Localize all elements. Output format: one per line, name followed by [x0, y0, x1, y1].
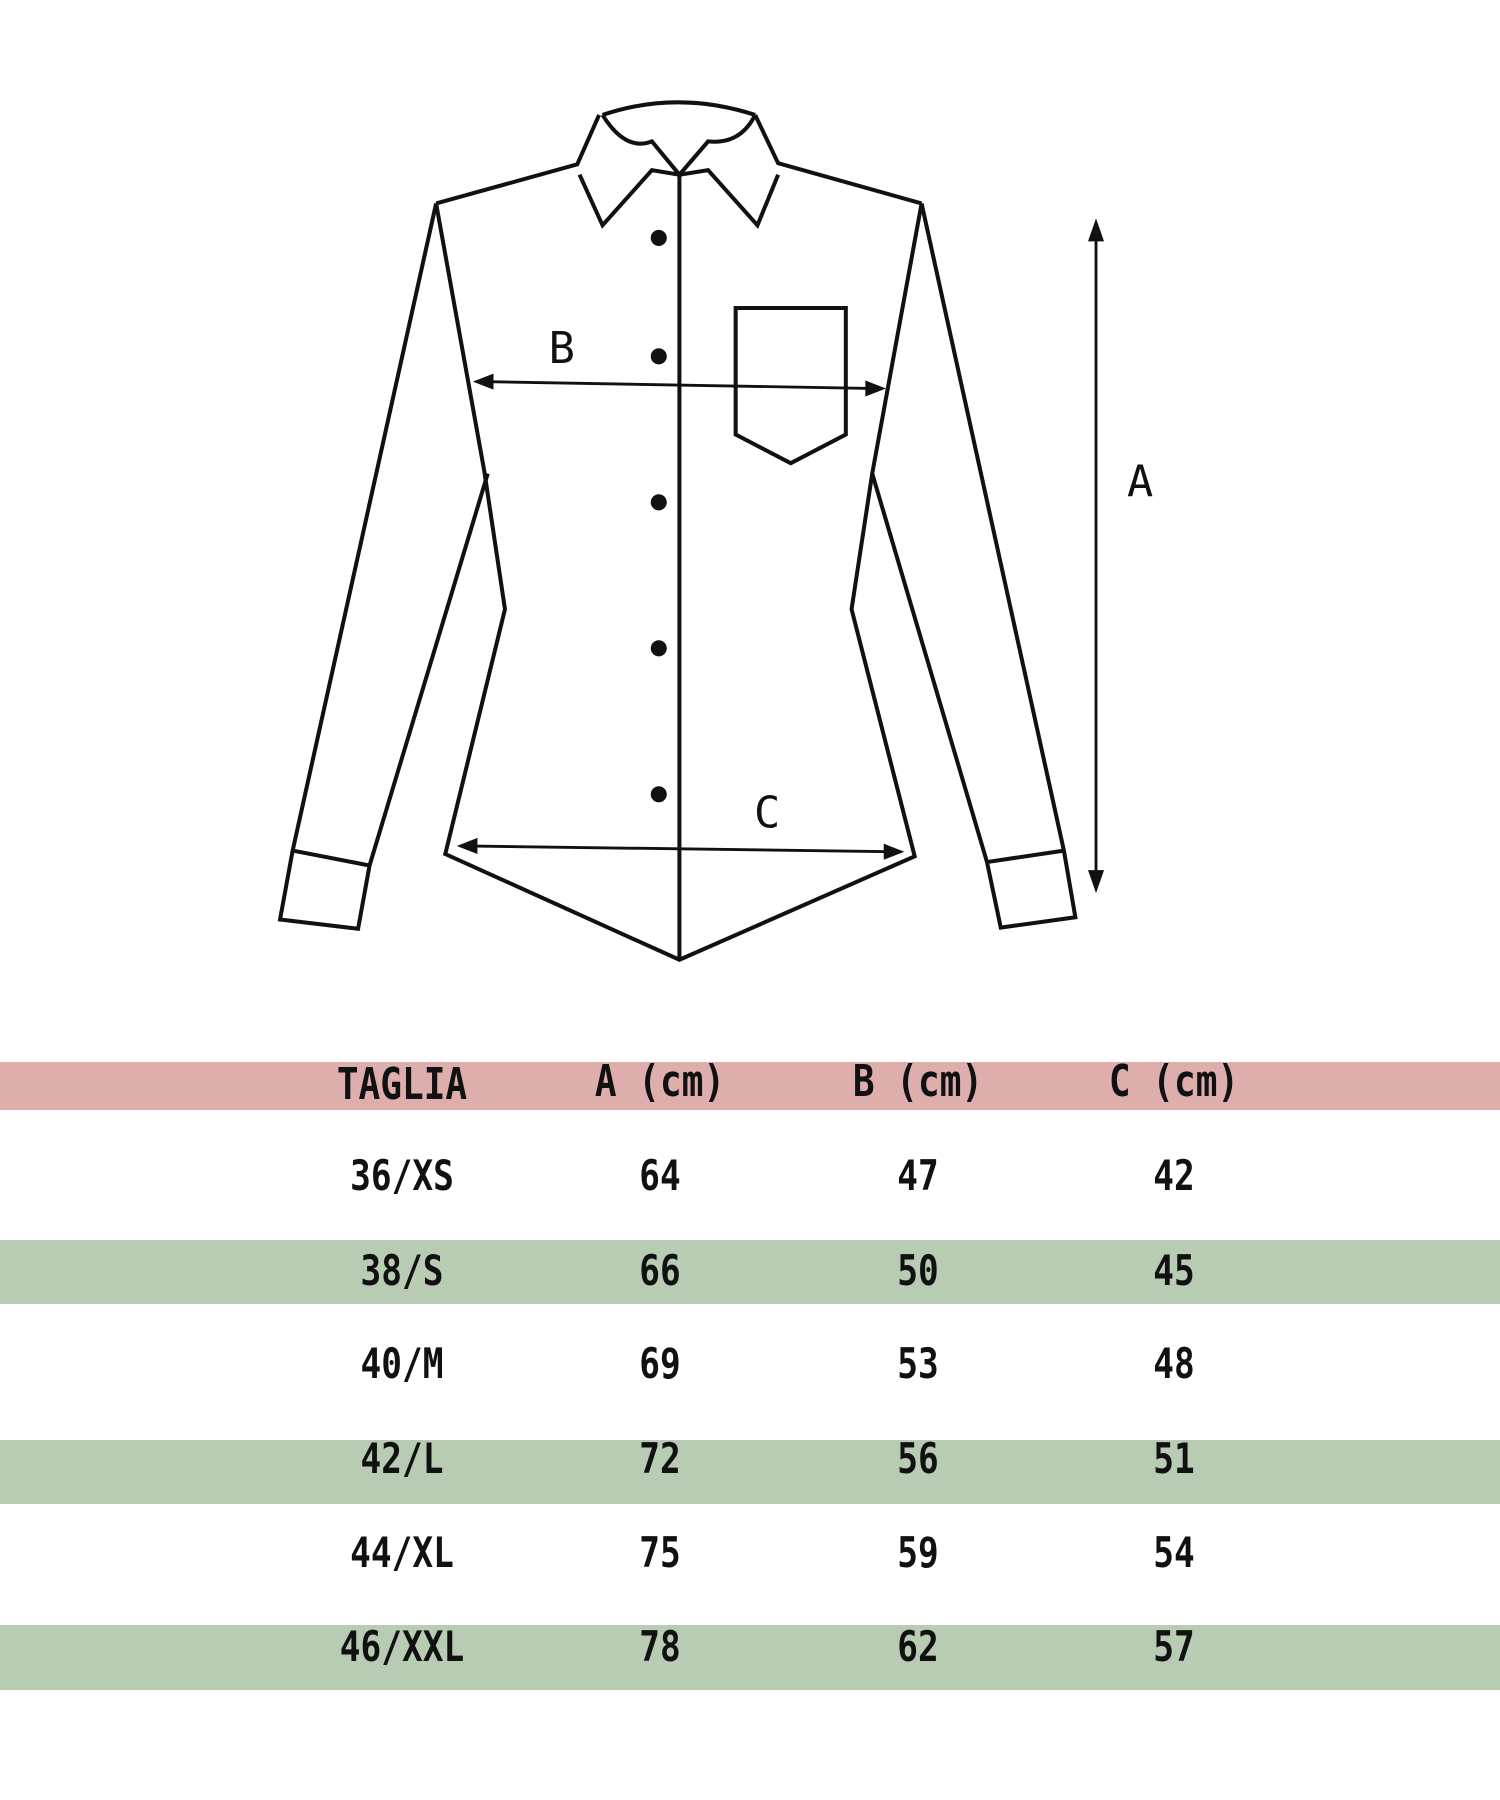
value-a: 75 [639, 1528, 681, 1577]
value-c: 51 [1153, 1434, 1195, 1483]
measure-b-arrow [481, 380, 877, 390]
label-a: A [1127, 457, 1153, 508]
value-c: 45 [1153, 1246, 1195, 1295]
shirt-left-sleeve [277, 203, 490, 931]
button [650, 640, 667, 657]
shirt-diagram: B C A [277, 100, 1153, 962]
value-b: 50 [897, 1246, 939, 1295]
right-cuff-line [986, 848, 1065, 865]
value-a: 78 [639, 1622, 681, 1671]
measure-c-arrow [465, 844, 896, 854]
arrowhead [1087, 870, 1105, 894]
size: 42/L [360, 1434, 444, 1483]
value-c: 48 [1153, 1339, 1195, 1388]
size: 40/M [360, 1339, 444, 1388]
row-band [0, 1625, 1500, 1690]
header-c: C (cm) [1108, 1056, 1240, 1107]
shirt-right-sleeve [870, 203, 1078, 930]
value-b: 56 [897, 1434, 939, 1483]
arrowhead [883, 843, 905, 860]
header-band [0, 1062, 1500, 1110]
header-taglia: TAGLIA [336, 1059, 468, 1110]
value-a: 72 [639, 1434, 681, 1483]
shoulders [435, 114, 923, 206]
value-b: 53 [897, 1339, 939, 1388]
pocket [733, 306, 848, 466]
arrowhead [456, 837, 478, 855]
size: 44/XL [350, 1528, 454, 1577]
button [650, 786, 667, 803]
value-b: 62 [897, 1622, 939, 1671]
header-a: A (cm) [594, 1056, 726, 1107]
button [650, 229, 667, 246]
size: 38/S [360, 1246, 444, 1295]
collar-band [600, 100, 757, 178]
value-a: 66 [639, 1246, 681, 1295]
row-band [0, 1440, 1500, 1504]
row-band [0, 1240, 1500, 1304]
arrowhead [472, 373, 494, 390]
value-c: 42 [1153, 1151, 1195, 1200]
left-cuff-line [292, 848, 370, 868]
value-c: 54 [1153, 1528, 1195, 1577]
size: 46/XXL [339, 1622, 465, 1671]
header-b: B (cm) [852, 1056, 984, 1107]
value-b: 47 [897, 1151, 939, 1200]
size: 36/XS [350, 1151, 454, 1200]
button [650, 494, 667, 511]
value-a: 64 [639, 1151, 681, 1200]
value-a: 69 [639, 1339, 681, 1388]
button [650, 348, 667, 365]
value-b: 59 [897, 1528, 939, 1577]
arrowhead [865, 380, 886, 397]
value-c: 57 [1153, 1622, 1195, 1671]
arrowhead [1087, 218, 1105, 242]
label-b: B [549, 323, 575, 374]
label-c: C [754, 788, 780, 839]
